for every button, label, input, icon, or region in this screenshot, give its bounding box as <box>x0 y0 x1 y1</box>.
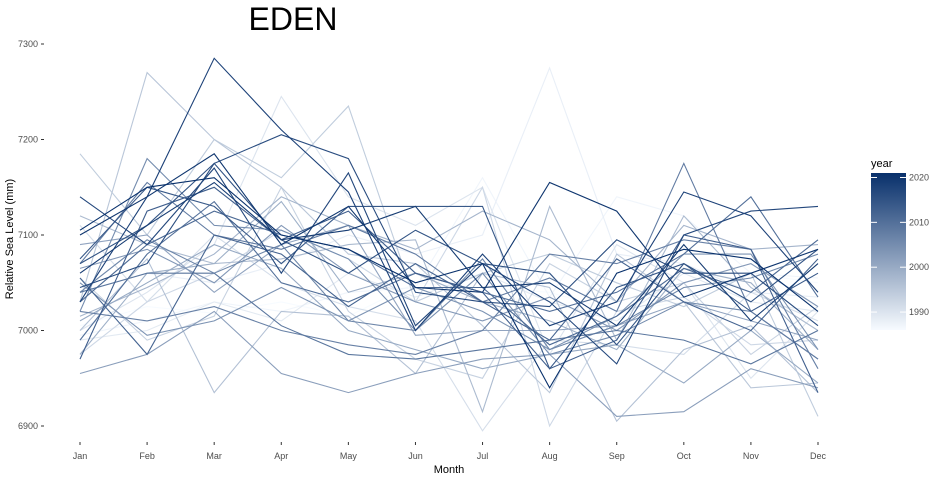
y-tick-label: 7200 <box>18 135 38 145</box>
series-line-2011 <box>79 210 819 346</box>
series-line-1993 <box>79 186 819 379</box>
y-tick-label: 7300 <box>18 39 38 49</box>
series-line-2008 <box>79 162 819 360</box>
series-line-2004 <box>79 253 819 351</box>
x-axis-title: Month <box>434 464 465 476</box>
series-line-1990 <box>79 95 819 380</box>
series-line-1991 <box>79 225 819 432</box>
series-line-2009 <box>79 272 819 365</box>
series-line-2017 <box>79 167 819 365</box>
series-line-2001 <box>79 224 819 341</box>
series-line-2002 <box>79 310 819 417</box>
y-tick-label: 6900 <box>18 421 38 431</box>
x-tick-label: Oct <box>677 451 692 461</box>
y-tick-label: 7000 <box>18 326 38 336</box>
series-lines <box>79 57 819 432</box>
x-tick-label: Jan <box>73 451 88 461</box>
series-line-2019 <box>79 181 819 327</box>
colorbar-label: 1990 <box>909 307 929 317</box>
colorbar <box>871 173 906 330</box>
x-tick-label: Apr <box>274 451 288 461</box>
series-line-1997 <box>79 204 819 414</box>
x-tick-label: Sep <box>609 451 625 461</box>
series-line-2020 <box>79 153 819 298</box>
series-line-2018 <box>79 57 819 332</box>
chart-title: EDEN <box>249 1 338 37</box>
colorbar-label: 2000 <box>909 262 929 272</box>
series-line-1996 <box>79 257 819 423</box>
series-line-2000 <box>79 243 819 384</box>
legend: year 1990 2000 2010 2020 <box>871 158 929 330</box>
colorbar-label: 2010 <box>909 217 929 227</box>
x-tick-label: Nov <box>743 451 760 461</box>
series-line-1988 <box>79 66 819 298</box>
series-line-2021 <box>79 177 819 389</box>
x-tick-label: Feb <box>139 451 155 461</box>
series-line-1987 <box>79 176 819 336</box>
series-line-2014 <box>79 186 819 370</box>
x-tick-label: Dec <box>810 451 827 461</box>
legend-title: year <box>871 158 893 170</box>
y-tick-label: 7100 <box>18 230 38 240</box>
y-axis-title: Relative Sea Level (mm) <box>4 179 16 299</box>
colorbar-label: 2020 <box>909 172 929 182</box>
series-line-2013 <box>79 186 819 393</box>
y-axis: 6900 7000 7100 7200 7300 <box>18 39 44 431</box>
x-tick-label: Mar <box>206 451 222 461</box>
series-line-2003 <box>79 224 819 332</box>
x-tick-label: Jul <box>477 451 489 461</box>
series-line-2005 <box>79 157 819 360</box>
x-tick-label: May <box>340 451 358 461</box>
x-axis: Jan Feb Mar Apr May Jun Jul Aug Sep Oct Nov Dec <box>73 442 827 461</box>
x-tick-label: Jun <box>408 451 423 461</box>
x-tick-label: Aug <box>542 451 558 461</box>
series-line-2007 <box>79 239 819 369</box>
series-line-1998 <box>79 196 819 317</box>
series-line-1989 <box>79 272 819 341</box>
series-line-2010 <box>79 195 819 341</box>
